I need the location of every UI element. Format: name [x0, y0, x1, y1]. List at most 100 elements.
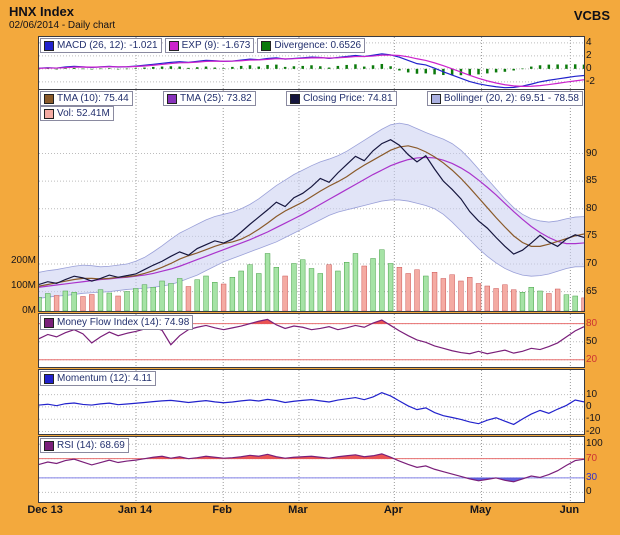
divergence-bar — [486, 68, 489, 74]
divergence-bar — [222, 68, 225, 69]
brand-logo: VCBS — [573, 8, 610, 23]
volume-bar — [405, 273, 411, 311]
y-axis-label: -20 — [586, 425, 601, 437]
macd-legend: MACD (26, 12): -1.021 EXP (9): -1.673 Di… — [40, 38, 366, 53]
volume-bar — [352, 253, 359, 311]
momentum-line — [39, 391, 584, 426]
y-axis-label: 0 — [586, 62, 592, 74]
volume-bar — [387, 263, 394, 311]
y-axis-label: 80 — [586, 317, 598, 329]
divergence-bar — [143, 67, 146, 69]
chart-subtitle: 02/06/2014 - Daily chart — [9, 20, 116, 31]
divergence-bar — [81, 68, 85, 70]
volume-bar — [581, 297, 584, 311]
divergence-bar — [345, 64, 348, 69]
divergence-bar — [292, 66, 296, 69]
volume-bar — [150, 287, 156, 311]
volume-bar — [502, 284, 508, 311]
divergence-bar — [582, 64, 584, 69]
divergence-bar — [450, 68, 454, 76]
y-axis-label: 70 — [586, 452, 598, 464]
divergence-bar — [301, 65, 304, 69]
legend-label: RSI (14): 68.69 — [57, 440, 125, 451]
money-flow-index-line — [39, 318, 584, 355]
y-axis-label: 10 — [586, 388, 598, 400]
volume-bar — [475, 283, 482, 311]
volume-bar — [212, 282, 218, 311]
y-axis-label: 2 — [586, 49, 592, 61]
x-axis-label: Jan 14 — [117, 504, 153, 516]
volume-bar — [537, 290, 543, 311]
volume-bar — [396, 267, 403, 311]
tma-10--line — [39, 145, 584, 287]
volume-bar — [159, 280, 165, 311]
money-flow-index-panel: Money Flow Index (14): 74.98 — [38, 313, 585, 368]
legend-chip-volume: Vol: 52.41M — [40, 106, 114, 121]
volume-bar — [168, 283, 174, 311]
exp-line — [39, 54, 584, 88]
legend-chip-rsi: RSI (14): 68.69 — [40, 438, 129, 453]
volume-bar — [39, 297, 42, 311]
divergence-bar — [433, 68, 436, 75]
momentum-plot — [39, 370, 584, 434]
divergence-bar — [283, 66, 287, 69]
divergence-bar — [565, 64, 568, 69]
rsi-line — [39, 453, 584, 483]
tma25-series-swatch-icon — [167, 93, 178, 104]
divergence-bar — [521, 68, 524, 70]
divergence-bar — [573, 64, 577, 69]
volume-bar — [194, 279, 200, 311]
volume-bar — [343, 262, 350, 311]
legend-label: Divergence: 0.6526 — [274, 40, 362, 51]
divergence-bar — [90, 68, 93, 70]
volume-bar — [229, 277, 236, 311]
divergence-bar — [266, 64, 269, 69]
volume-bar — [264, 253, 271, 311]
y-axis-label: 85 — [586, 175, 598, 187]
tma10-series-swatch-icon — [44, 93, 54, 104]
volume-bar — [106, 292, 112, 311]
divergence-bar — [160, 66, 164, 69]
divergence-bar — [415, 68, 419, 74]
divergence-bar — [187, 67, 190, 69]
legend-chip-momentum: Momentum (12): 4.11 — [40, 371, 156, 386]
y-axis-label: 100 — [586, 438, 603, 450]
legend-label: Vol: 52.41M — [57, 108, 110, 119]
volume-bar — [423, 275, 429, 311]
price-legend-row1: TMA (10): 75.44 TMA (25): 73.82 Closing … — [40, 91, 583, 106]
x-axis-label: Apr — [383, 504, 403, 516]
divergence-bar — [125, 68, 129, 70]
mfi-series-swatch-icon — [44, 317, 54, 328]
volume-bar — [97, 289, 104, 311]
legend-chip-tma25: TMA (25): 73.82 — [163, 91, 256, 106]
threshold-fill — [144, 453, 394, 459]
divergence-bar — [116, 68, 120, 70]
divergence-bar — [178, 66, 181, 69]
divergence-bar — [204, 66, 208, 69]
y-axis-label: 80 — [586, 202, 598, 214]
volume-bar — [361, 265, 367, 311]
volume-bar — [449, 274, 455, 311]
volume-bar — [440, 278, 447, 311]
volume-axis-label: 200M — [10, 255, 36, 266]
mfi-legend: Money Flow Index (14): 74.98 — [40, 315, 194, 330]
volume-bar — [71, 292, 77, 311]
volume-bar — [370, 258, 376, 311]
rsi-series-swatch-icon — [44, 440, 54, 451]
divergence-bar — [231, 66, 234, 69]
volume-bar — [519, 292, 526, 311]
divergence-bar — [213, 67, 217, 69]
volume-bar — [308, 268, 315, 311]
rsi-legend: RSI (14): 68.69 — [40, 438, 129, 453]
divergence-bar — [362, 66, 366, 69]
volume-bar — [300, 259, 306, 311]
divergence-bar — [99, 68, 102, 70]
x-axis-label: May — [469, 504, 492, 516]
legend-label: MACD (26, 12): -1.021 — [57, 40, 158, 51]
divergence-bar — [310, 65, 313, 69]
divergence-bar — [195, 67, 199, 69]
divergence-bar — [538, 65, 542, 69]
page-title: HNX Index — [9, 4, 75, 19]
divergence-bar — [319, 66, 322, 69]
